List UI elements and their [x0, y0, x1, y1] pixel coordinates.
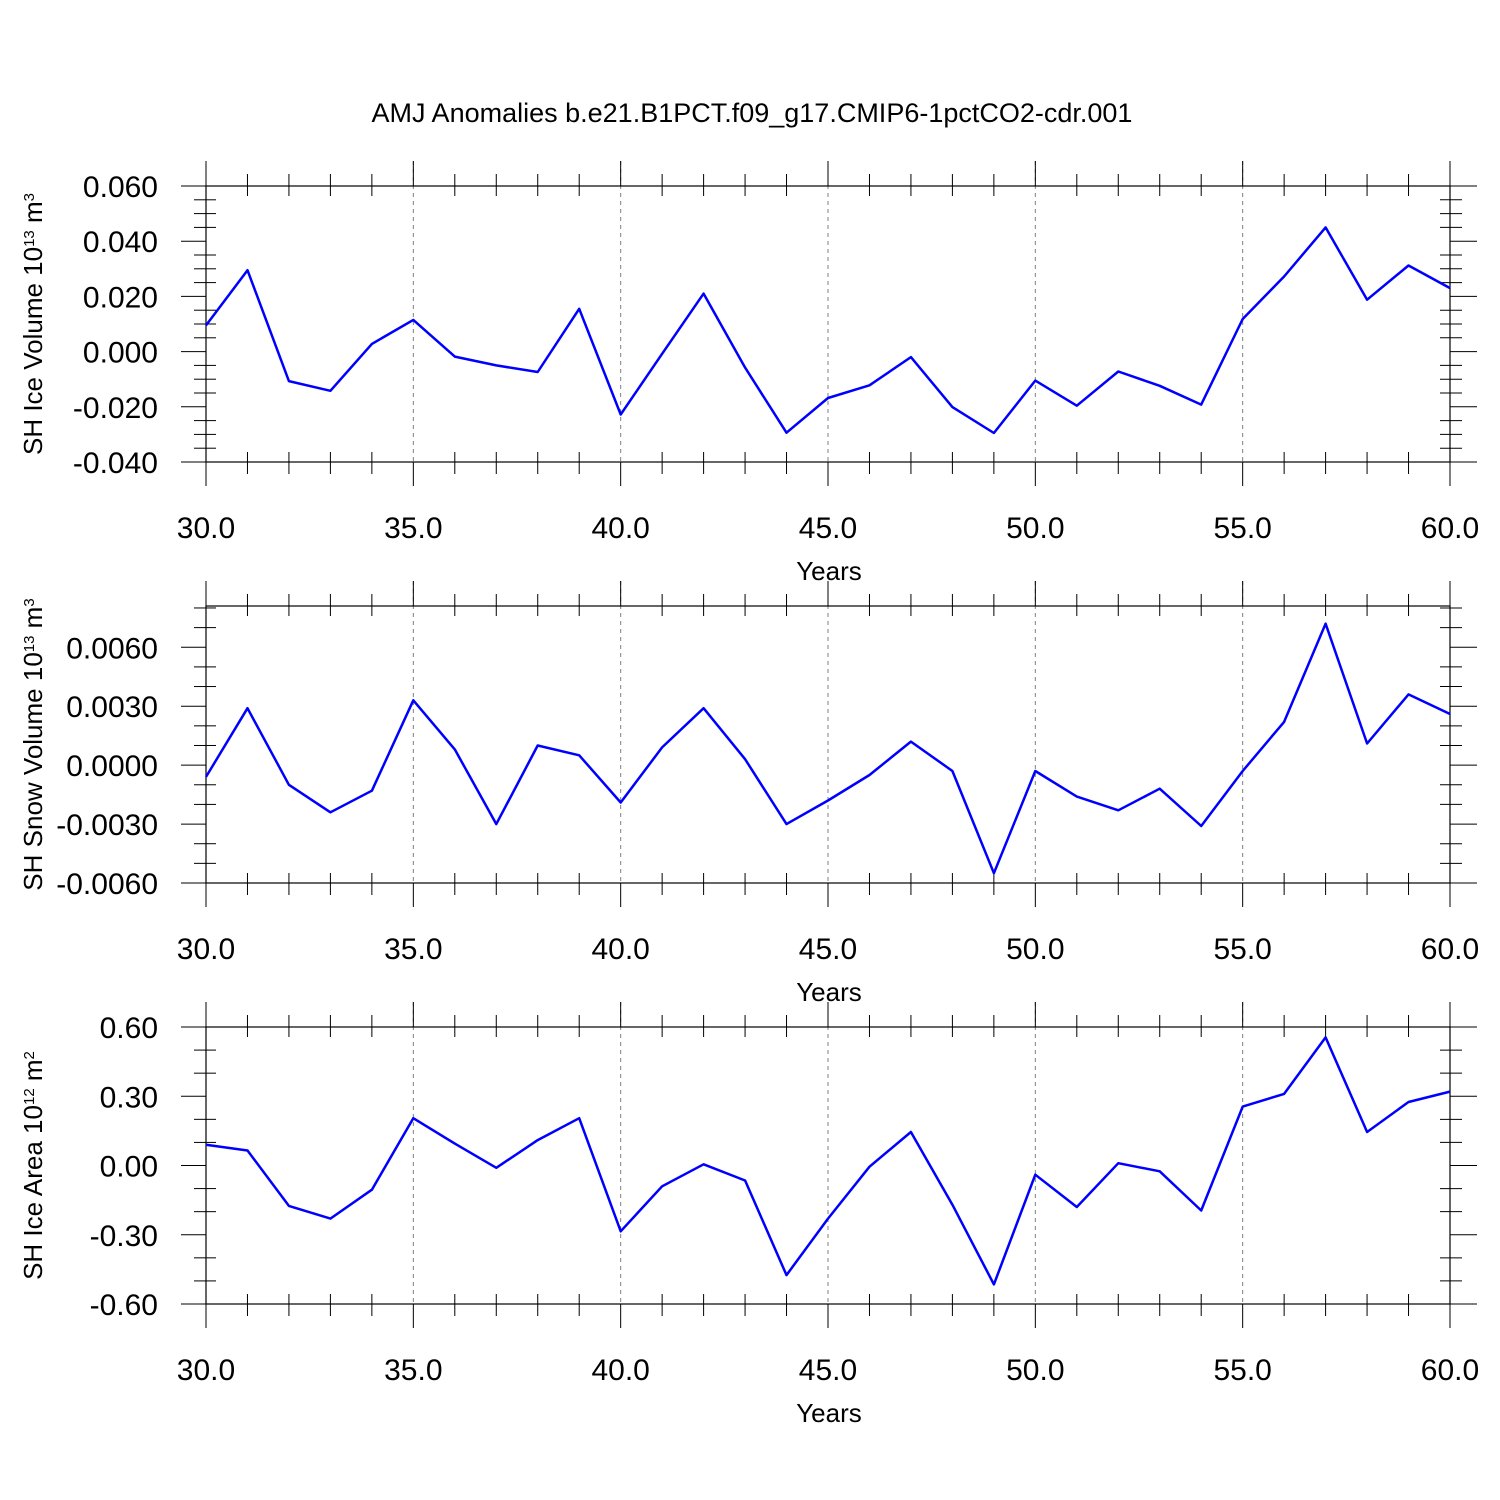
x-tick-label: 40.0: [591, 1354, 649, 1387]
y-tick-label: 0.0030: [66, 691, 158, 724]
y-tick-label: 0.0000: [66, 750, 158, 783]
x-tick-label: 60.0: [1421, 1354, 1479, 1387]
data-line: [204, 622, 1451, 875]
y-axis-title-superscript: 3: [21, 598, 38, 606]
y-tick-label: -0.020: [73, 392, 158, 425]
x-tick-label: 45.0: [799, 933, 857, 966]
y-axis-title-part: SH Ice Area 10: [18, 1105, 48, 1280]
chart-panel: 30.0 35.0 40.0 45.0 50.0 55.0 60.0 -0.040 -0.020…: [18, 161, 1479, 586]
figure-title: AMJ Anomalies b.e21.B1PCT.f09_g17.CMIP6-…: [372, 98, 1133, 128]
y-axis-title-superscript: 12: [21, 1088, 38, 1105]
x-axis-title: Years: [796, 977, 862, 1007]
y-tick-label: 0.020: [83, 281, 158, 314]
plot-frame: [205, 605, 1451, 884]
y-tick-label: -0.0030: [56, 809, 158, 842]
x-tick-label: 30.0: [177, 1354, 235, 1387]
chart-panel: 30.0 35.0 40.0 45.0 50.0 55.0 60.0 -0.0060 -0.00…: [18, 581, 1479, 1007]
data-line: [205, 226, 1451, 435]
x-tick-label: 30.0: [177, 933, 235, 966]
y-axis-title-superscript: 13: [21, 636, 38, 653]
plot-frame: [205, 1026, 1451, 1305]
y-tick-label: -0.0060: [56, 868, 158, 901]
x-tick-label: 40.0: [591, 933, 649, 966]
y-tick-label: 0.000: [83, 337, 158, 370]
y-tick-label: 0.00: [100, 1151, 158, 1184]
y-axis-title-part: SH Ice Volume 10: [18, 247, 48, 455]
y-tick-label: 0.0060: [66, 632, 158, 665]
y-axis-title-part: m: [18, 1059, 48, 1088]
x-tick-label: 35.0: [384, 512, 442, 545]
y-axis-title-superscript: 3: [21, 193, 38, 201]
y-tick-label: -0.040: [73, 447, 158, 480]
y-tick-label: -0.30: [90, 1220, 158, 1253]
x-tick-label: 50.0: [1006, 512, 1064, 545]
y-tick-label: 0.060: [83, 171, 158, 204]
y-axis-title-superscript: 13: [21, 230, 38, 247]
x-tick-label: 55.0: [1213, 933, 1271, 966]
y-axis-title-part: m: [18, 607, 48, 636]
x-tick-label: 45.0: [799, 1354, 857, 1387]
y-axis-title-part: m: [18, 201, 48, 230]
y-tick-label: -0.60: [90, 1289, 158, 1322]
x-tick-label: 35.0: [384, 1354, 442, 1387]
data-line: [205, 1036, 1451, 1286]
x-tick-label: 60.0: [1421, 512, 1479, 545]
x-tick-label: 55.0: [1213, 512, 1271, 545]
y-axis-title: SH Snow Volume 1013 m3: [18, 598, 48, 890]
x-tick-label: 50.0: [1006, 933, 1064, 966]
x-tick-label: 45.0: [799, 512, 857, 545]
x-axis-title: Years: [796, 1398, 862, 1428]
x-tick-label: 60.0: [1421, 933, 1479, 966]
y-tick-label: 0.040: [83, 226, 158, 259]
x-tick-label: 50.0: [1006, 1354, 1064, 1387]
y-axis-title: SH Ice Area 1012 m2: [18, 1051, 48, 1280]
chart-panel: 30.0 35.0 40.0 45.0 50.0 55.0 60.0 -0.60 -0.30 0.…: [18, 1002, 1479, 1428]
panels: 30.0 35.0 40.0 45.0 50.0 55.0 60.0 -0.040 -0.020…: [18, 161, 1479, 1428]
x-axis-title: Years: [796, 556, 862, 586]
y-axis-title-part: SH Snow Volume 10: [18, 652, 48, 890]
y-tick-label: 0.60: [100, 1012, 158, 1045]
x-tick-label: 55.0: [1213, 1354, 1271, 1387]
x-tick-label: 30.0: [177, 512, 235, 545]
x-tick-label: 40.0: [591, 512, 649, 545]
y-axis-title-superscript: 2: [21, 1051, 38, 1059]
y-axis-title: SH Ice Volume 1013 m3: [18, 193, 48, 455]
y-tick-label: 0.30: [100, 1081, 158, 1114]
x-tick-label: 35.0: [384, 933, 442, 966]
